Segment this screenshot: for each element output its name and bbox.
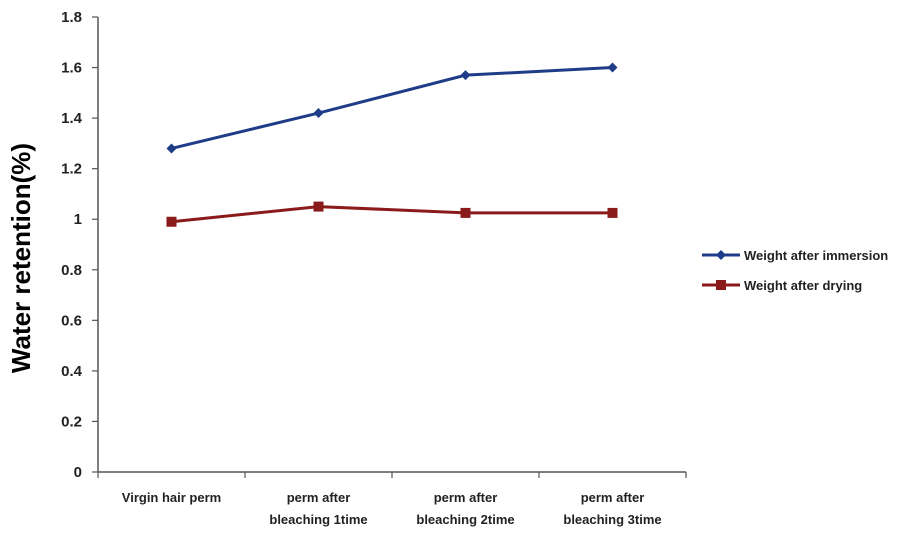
data-point [607,62,618,73]
y-tick-label: 0.4 [61,363,83,380]
x-axis-ticks: Virgin hair perm perm after bleaching 1tim… [97,472,687,527]
data-point [607,207,618,218]
y-tick-label: 0 [74,464,82,481]
x-tick-label-line: bleaching 1time [269,512,367,527]
y-tick-label: 0.8 [61,262,82,279]
y-tick-label: 0.6 [61,312,82,329]
y-axis-ticks: 0 0.2 0.4 0.6 0.8 1 1.2 1.4 1.6 1.8 [61,9,98,481]
legend: Weight after immersion Weight after dryin… [702,248,888,293]
series-0 [166,62,618,154]
axes [97,17,686,473]
data-point [166,216,177,227]
series-line [171,205,613,224]
series-layer [166,62,618,227]
x-tick-label-line: bleaching 2time [416,512,514,527]
legend-swatch-marker [716,280,726,290]
y-tick-label: 1.8 [61,9,82,26]
legend-swatch-marker [716,250,726,260]
x-tick-label-line: bleaching 3time [563,512,661,527]
x-tick-label: perm after bleaching 3time [563,490,661,527]
y-tick-label: 1 [74,211,82,228]
x-tick-label-line: Virgin hair perm [122,490,221,505]
x-tick-label: perm after bleaching 2time [416,490,514,527]
y-tick-label: 0.2 [61,413,82,430]
series-1 [166,201,618,227]
x-tick-label: Virgin hair perm [122,490,221,505]
legend-label: Weight after immersion [744,248,888,263]
data-point [166,143,177,154]
data-point [313,108,324,119]
series-line [171,66,613,150]
legend-item: Weight after immersion [702,248,888,263]
x-tick-label-line: perm after [434,490,498,505]
x-tick-label: perm after bleaching 1time [269,490,367,527]
y-tick-label: 1.2 [61,161,82,178]
y-axis-label: Water retention(%) [6,143,36,373]
legend-item: Weight after drying [702,278,862,293]
x-tick-label-line: perm after [581,490,645,505]
y-tick-label: 1.6 [61,60,82,77]
legend-label: Weight after drying [744,278,862,293]
data-point [313,201,324,212]
data-point [460,70,471,81]
y-tick-label: 1.4 [61,110,83,127]
x-tick-label-line: perm after [287,490,351,505]
data-point [460,207,471,218]
